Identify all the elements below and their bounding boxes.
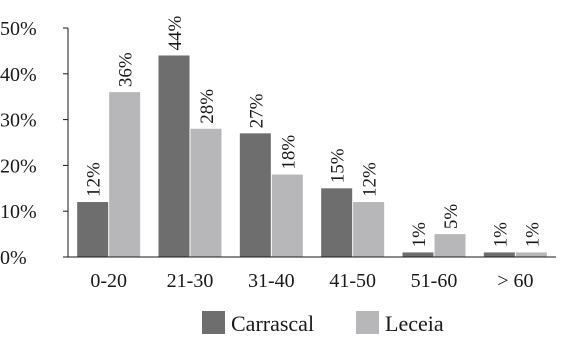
bar-carrascal-1 (158, 55, 190, 258)
x-tick-label: > 60 (497, 270, 533, 292)
legend-label-carrascal: Carrascal (231, 311, 314, 336)
bar-carrascal-4 (402, 252, 434, 257)
data-label: 1% (490, 222, 511, 248)
data-label: 1% (522, 222, 543, 248)
x-axis: 0-20 21-30 31-40 41-50 51-60 > 60 (68, 256, 556, 292)
y-tick-label: 10% (0, 201, 37, 223)
bars (77, 55, 547, 258)
data-label: 36% (116, 52, 137, 87)
data-label: 44% (165, 15, 186, 50)
data-labels: 12% 36% 44% 28% 27% 18% 15% 12% 1% 5% 1% 1% (84, 15, 544, 247)
legend-swatch-carrascal (202, 311, 225, 334)
legend-label-leceia: Leceia (385, 311, 444, 336)
bar-leceia-2 (271, 174, 303, 257)
x-tick-label: 51-60 (411, 270, 458, 292)
bar-leceia-3 (353, 202, 385, 257)
bar-leceia-1 (190, 128, 222, 257)
data-label: 28% (197, 89, 218, 124)
bar-carrascal-0 (77, 202, 109, 257)
y-tick-label: 0% (0, 247, 27, 269)
x-tick-label: 21-30 (167, 270, 214, 292)
data-label: 15% (328, 148, 349, 183)
data-label: 18% (278, 135, 299, 170)
bar-leceia-4 (434, 234, 466, 257)
x-tick-label: 31-40 (248, 270, 295, 292)
y-tick-label: 50% (0, 18, 37, 40)
bar-leceia-0 (109, 92, 141, 258)
y-axis: 0% 10% 20% 30% 40% 50% (0, 18, 69, 269)
legend: Carrascal Leceia (202, 311, 444, 336)
x-tick-label: 0-20 (90, 270, 127, 292)
bar-leceia-5 (515, 252, 547, 257)
data-label: 12% (84, 162, 105, 197)
y-tick-label: 30% (0, 110, 37, 132)
bar-carrascal-3 (321, 188, 353, 257)
bar-carrascal-2 (239, 133, 271, 257)
data-label: 5% (441, 204, 462, 230)
y-tick-label: 20% (0, 155, 37, 177)
x-tick-label: 41-50 (329, 270, 376, 292)
bar-carrascal-5 (483, 252, 515, 257)
y-tick-label: 40% (0, 64, 37, 86)
data-label: 27% (246, 93, 267, 128)
data-label: 1% (409, 222, 430, 248)
data-label: 12% (360, 162, 381, 197)
legend-swatch-leceia (356, 311, 379, 334)
